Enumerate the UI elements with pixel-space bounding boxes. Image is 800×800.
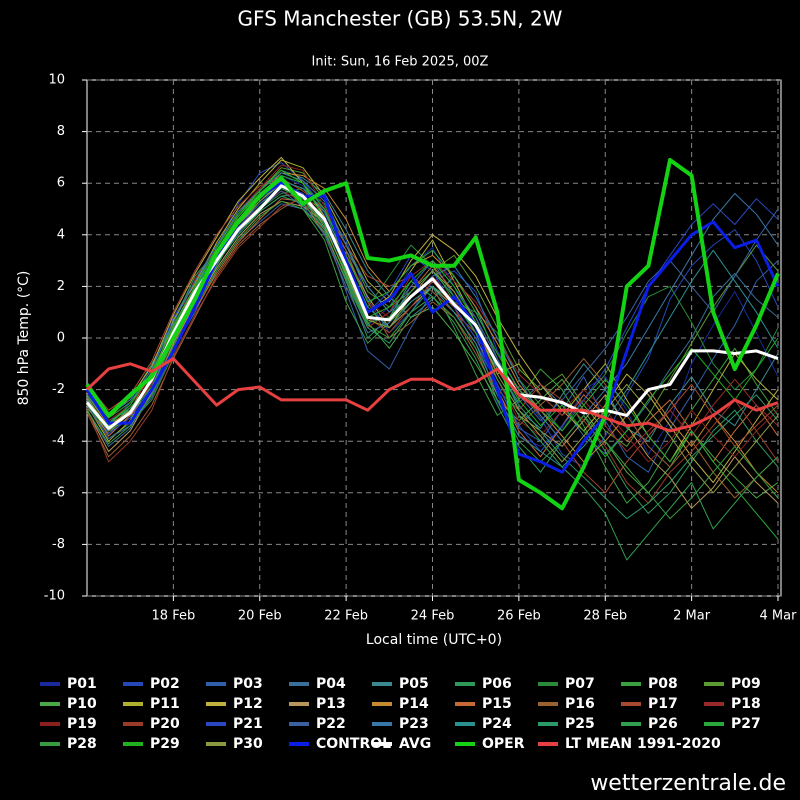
series-line [86, 177, 779, 494]
x-tick-label: 26 Feb [497, 609, 541, 624]
y-tick-label: 2 [57, 279, 65, 294]
legend-label: P16 [565, 696, 595, 712]
chart-subtitle: Init: Sun, 16 Feb 2025, 00Z [312, 55, 489, 70]
x-tick-label: 4 Mar [760, 609, 798, 624]
legend-label: P13 [316, 696, 346, 712]
y-tick-label: -8 [52, 537, 65, 552]
y-tick-label: 8 [57, 124, 65, 139]
x-tick-label: 22 Feb [324, 609, 368, 624]
legend-label: P21 [233, 716, 263, 732]
legend-label: P26 [648, 716, 678, 732]
legend-label: P12 [233, 696, 263, 712]
legend-label: P03 [233, 676, 263, 692]
legend-label: P20 [150, 716, 180, 732]
series-line [86, 172, 779, 442]
series-line [86, 190, 779, 452]
legend-label: P25 [565, 716, 595, 732]
y-tick-label: 4 [57, 227, 65, 242]
x-tick-label: 2 Mar [673, 609, 711, 624]
y-tick-label: -4 [52, 434, 65, 449]
series-line [86, 175, 779, 540]
y-tick-label: 10 [48, 73, 65, 88]
series-line [85, 181, 780, 474]
legend-label: P19 [67, 716, 97, 732]
legend-label: P07 [565, 676, 595, 692]
y-tick-label: -10 [44, 589, 65, 604]
legend-label: P15 [482, 696, 512, 712]
series-line [86, 169, 779, 458]
x-tick-label: 28 Feb [583, 609, 627, 624]
legend-label: P08 [648, 676, 678, 692]
series-line [86, 198, 779, 504]
x-tick-label: 20 Feb [238, 609, 282, 624]
y-tick-label: 0 [57, 331, 65, 346]
legend-label: P06 [482, 676, 512, 692]
legend-label: P09 [731, 676, 761, 692]
legend-label: P05 [399, 676, 429, 692]
legend-label: P30 [233, 736, 263, 752]
legend-label: P14 [399, 696, 429, 712]
legend-label: P28 [67, 736, 97, 752]
legend-label: P02 [150, 676, 180, 692]
series-line [85, 357, 779, 433]
y-tick-label: -6 [52, 485, 65, 500]
series-line [86, 156, 779, 483]
legend-label: P10 [67, 696, 97, 712]
legend-label: P17 [648, 696, 678, 712]
legend-label: P27 [731, 716, 761, 732]
legend-label: OPER [482, 736, 525, 752]
legend-label: P22 [316, 716, 346, 732]
series-line [85, 158, 780, 511]
legend-label: LT MEAN 1991-2020 [565, 736, 721, 752]
y-tick-label: 6 [57, 176, 65, 191]
y-axis-label: 850 hPa Temp. (°C) [16, 271, 32, 406]
legend-label: CONTROL [316, 736, 391, 752]
chart-title: GFS Manchester (GB) 53.5N, 2W [238, 7, 563, 31]
legend-label: P01 [67, 676, 97, 692]
legend-label: P04 [316, 676, 346, 692]
legend-label: AVG [399, 736, 431, 752]
legend-label: P24 [482, 716, 512, 732]
legend-label: P18 [731, 696, 761, 712]
x-tick-label: 18 Feb [152, 609, 196, 624]
watermark: wetterzentrale.de [590, 771, 786, 796]
legend-label: P11 [150, 696, 180, 712]
x-tick-label: 24 Feb [411, 609, 455, 624]
x-axis-label: Local time (UTC+0) [366, 632, 502, 648]
legend-label: P29 [150, 736, 180, 752]
legend-label: P23 [399, 716, 429, 732]
y-tick-label: -2 [52, 382, 65, 397]
